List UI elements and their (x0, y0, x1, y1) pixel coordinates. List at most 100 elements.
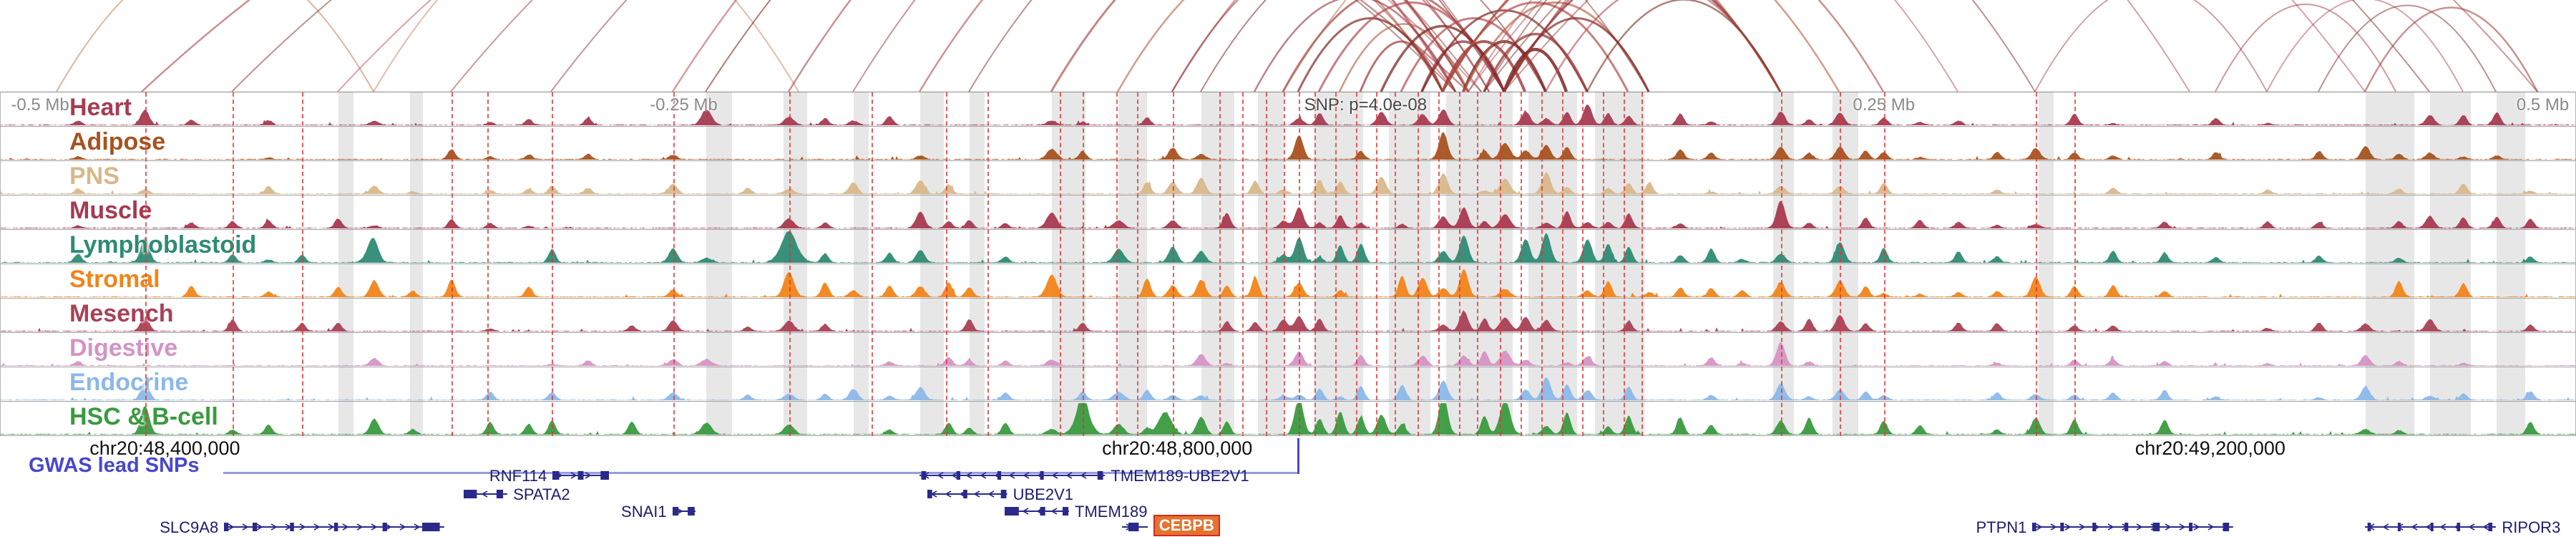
interaction-arc[interactable] (2266, 0, 2464, 92)
interaction-arc[interactable] (1338, 23, 1470, 92)
interaction-arc[interactable] (56, 0, 374, 92)
interaction-arc[interactable] (1116, 0, 1444, 92)
gene-ube2v1[interactable]: UBE2V1 (0, 485, 2576, 504)
strand-arrow-icon (1050, 508, 1058, 515)
strand-arrow-icon (2165, 523, 2172, 531)
gene-tmem189[interactable]: TMEM189 (0, 503, 2576, 521)
gene-ptpn1[interactable]: PTPN1 (0, 518, 2576, 537)
gene-label[interactable]: RIPOR3 (2502, 518, 2561, 536)
strand-arrow-icon (342, 523, 349, 531)
gene-label[interactable]: RNF114 (489, 467, 547, 485)
gene-cebpb[interactable]: CEBPB (0, 515, 2576, 537)
ld-snp-line (1173, 92, 1174, 436)
track-row-mesench[interactable]: Mesench (1, 299, 2576, 333)
ld-snp-line (1335, 92, 1337, 436)
ruler-label: 0.25 Mb (1853, 95, 1916, 115)
gene-model (552, 471, 610, 480)
highlight-band (1832, 92, 1858, 436)
interaction-arc[interactable] (337, 0, 1482, 92)
interaction-arc[interactable] (1586, 0, 1782, 92)
ld-snp-line (1641, 92, 1644, 436)
strand-arrow-icon (481, 490, 488, 498)
gene-label-highlighted[interactable]: CEBPB (1153, 515, 1220, 536)
gene-label[interactable]: SPATA2 (513, 485, 570, 503)
gene-exon (496, 490, 504, 498)
interaction-arc[interactable] (1050, 0, 1470, 92)
gwas-snp-marker[interactable] (1297, 438, 1300, 474)
strand-arrow-icon (945, 490, 952, 498)
highlight-band (1314, 92, 1364, 436)
highlight-band (1257, 92, 1284, 436)
highlight-band (2365, 92, 2415, 436)
strand-arrow-icon (1051, 472, 1058, 479)
gene-label[interactable]: TMEM189 (1075, 503, 1148, 521)
interaction-arc[interactable] (1468, 0, 1958, 92)
gene-exon (1000, 490, 1007, 498)
gene-exon (1040, 507, 1045, 516)
track-label: Mesench (69, 300, 174, 327)
gene-label[interactable]: TMEM189-UBE2V1 (1111, 467, 1249, 485)
gene-label[interactable]: PTPN1 (1976, 518, 2027, 536)
signal-plot (1, 172, 2576, 194)
interaction-arc[interactable] (1483, 0, 2430, 92)
track-row-digestive[interactable]: Digestive (1, 333, 2576, 367)
highlight-band (2497, 92, 2525, 436)
gene-tmem189-ube2v1[interactable]: TMEM189-UBE2V1 (0, 467, 2576, 485)
gene-label[interactable]: SNAI1 (621, 503, 667, 521)
interaction-arc[interactable] (918, 0, 1457, 92)
interaction-arc[interactable] (2318, 4, 2497, 92)
gene-exon (577, 471, 584, 480)
interaction-arc[interactable] (550, 0, 1482, 92)
gene-ripor3[interactable]: RIPOR3 (0, 518, 2576, 537)
strand-arrow-icon (256, 523, 263, 531)
interaction-arc[interactable] (1441, 0, 1840, 92)
interaction-arc[interactable] (1297, 17, 1444, 92)
signal-area (1, 132, 2576, 160)
signal-plot (1, 132, 2576, 160)
track-row-lymphoblastoid[interactable]: Lymphoblastoid (1, 230, 2576, 264)
interaction-arc[interactable] (1503, 0, 2538, 92)
gene-exon (334, 523, 338, 531)
interaction-arc[interactable] (2363, 6, 2539, 92)
gene-model (464, 490, 508, 498)
track-row-stromal[interactable]: Stromal (1, 264, 2576, 299)
track-row-heart[interactable]: Heart (1, 92, 2576, 127)
gene-label[interactable]: UBE2V1 (1013, 485, 1073, 503)
interaction-arc[interactable] (1503, 0, 2190, 92)
strand-arrow-icon (2193, 523, 2201, 531)
gene-slc9a8[interactable]: SLC9A8 (0, 518, 2576, 537)
interaction-arc[interactable] (141, 0, 1469, 92)
track-row-muscle[interactable]: Muscle (1, 195, 2576, 230)
interaction-arc[interactable] (1462, 40, 1547, 92)
track-row-endocrine[interactable]: Endocrine (1, 367, 2576, 402)
gene-snai1[interactable]: SNAI1 (0, 503, 2576, 521)
strand-arrow-icon (2468, 523, 2475, 531)
gene-label[interactable]: SLC9A8 (160, 518, 219, 536)
ld-snp-line (1476, 92, 1478, 436)
interaction-arc[interactable] (373, 0, 799, 92)
track-row-pns[interactable]: PNS (1, 161, 2576, 195)
gene-exon (290, 523, 294, 531)
interaction-arc[interactable] (1380, 25, 1506, 92)
ld-snp-line (789, 92, 791, 436)
strand-arrow-icon (328, 523, 335, 531)
ld-snp-line (871, 92, 873, 436)
strand-arrow-icon (585, 472, 592, 479)
interaction-arc[interactable] (2034, 0, 2268, 92)
interaction-arc[interactable] (2215, 4, 2396, 92)
interaction-arc[interactable] (1502, 48, 1568, 92)
interaction-arc[interactable] (852, 0, 1505, 92)
strand-arrow-icon (399, 523, 406, 531)
interaction-arc[interactable] (1468, 0, 2366, 92)
ld-snp-line (1458, 92, 1460, 436)
interaction-arc[interactable] (1503, 0, 1885, 92)
gene-spata2[interactable]: SPATA2 (0, 485, 2576, 504)
gene-rnf114[interactable]: RNF114 (0, 467, 2576, 485)
signal-area (1, 231, 2576, 263)
track-label: Adipose (69, 128, 166, 155)
gene-exon (672, 507, 678, 516)
signal-area (1, 172, 2576, 194)
interaction-arc[interactable] (1483, 33, 1589, 92)
track-row-adipose[interactable]: Adipose (1, 127, 2576, 161)
track-row-hsc-b-cell[interactable]: HSC & B-cell (1, 402, 2576, 436)
